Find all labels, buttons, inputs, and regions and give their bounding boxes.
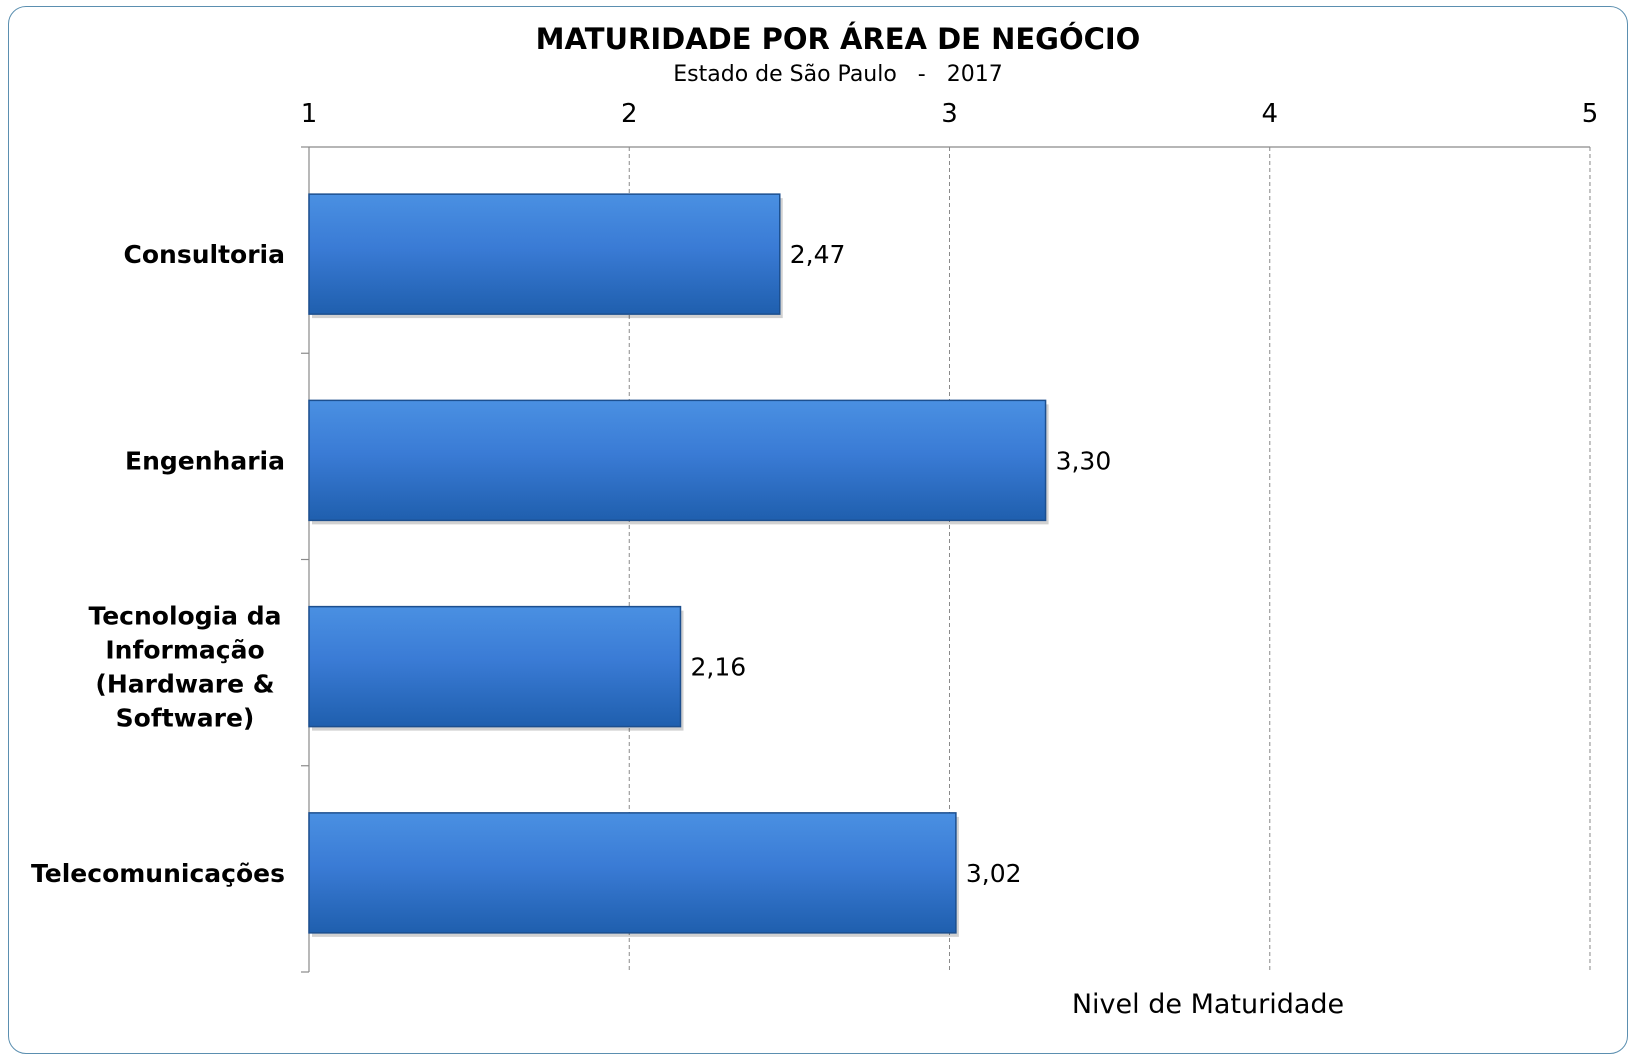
category-label: Telecomunicações <box>31 859 285 888</box>
x-tick-label: 5 <box>1582 99 1599 129</box>
category-label: Tecnologia da Informação (Hardware & Softwa… <box>88 602 281 733</box>
x-tick-label: 2 <box>621 99 638 129</box>
x-axis-title: Nivel de Maturidade <box>1072 989 1344 1020</box>
x-tick-label: 1 <box>301 99 318 129</box>
chart-title: MATURIDADE POR ÁREA DE NEGÓCIO <box>536 22 1141 56</box>
bar <box>308 193 781 315</box>
bar-value-label: 2,47 <box>790 240 846 269</box>
labels: 1 2 3 4 5 2,47 Consultoria 3,30 Engenharia 2,16 Te… <box>31 99 1598 888</box>
bars <box>308 193 1049 937</box>
category-label: Engenharia <box>125 446 285 475</box>
x-tick-label: 4 <box>1261 99 1278 129</box>
bar-value-label: 3,30 <box>1056 446 1112 475</box>
bar <box>308 605 682 728</box>
x-tick-label: 3 <box>941 99 958 129</box>
category-label: Consultoria <box>124 240 285 269</box>
bar <box>308 812 957 934</box>
bar-value-label: 2,16 <box>690 653 746 682</box>
bar <box>308 399 1047 522</box>
chart-subtitle: Estado de São Paulo - 2017 <box>673 62 1002 87</box>
bar-value-label: 3,02 <box>966 859 1022 888</box>
